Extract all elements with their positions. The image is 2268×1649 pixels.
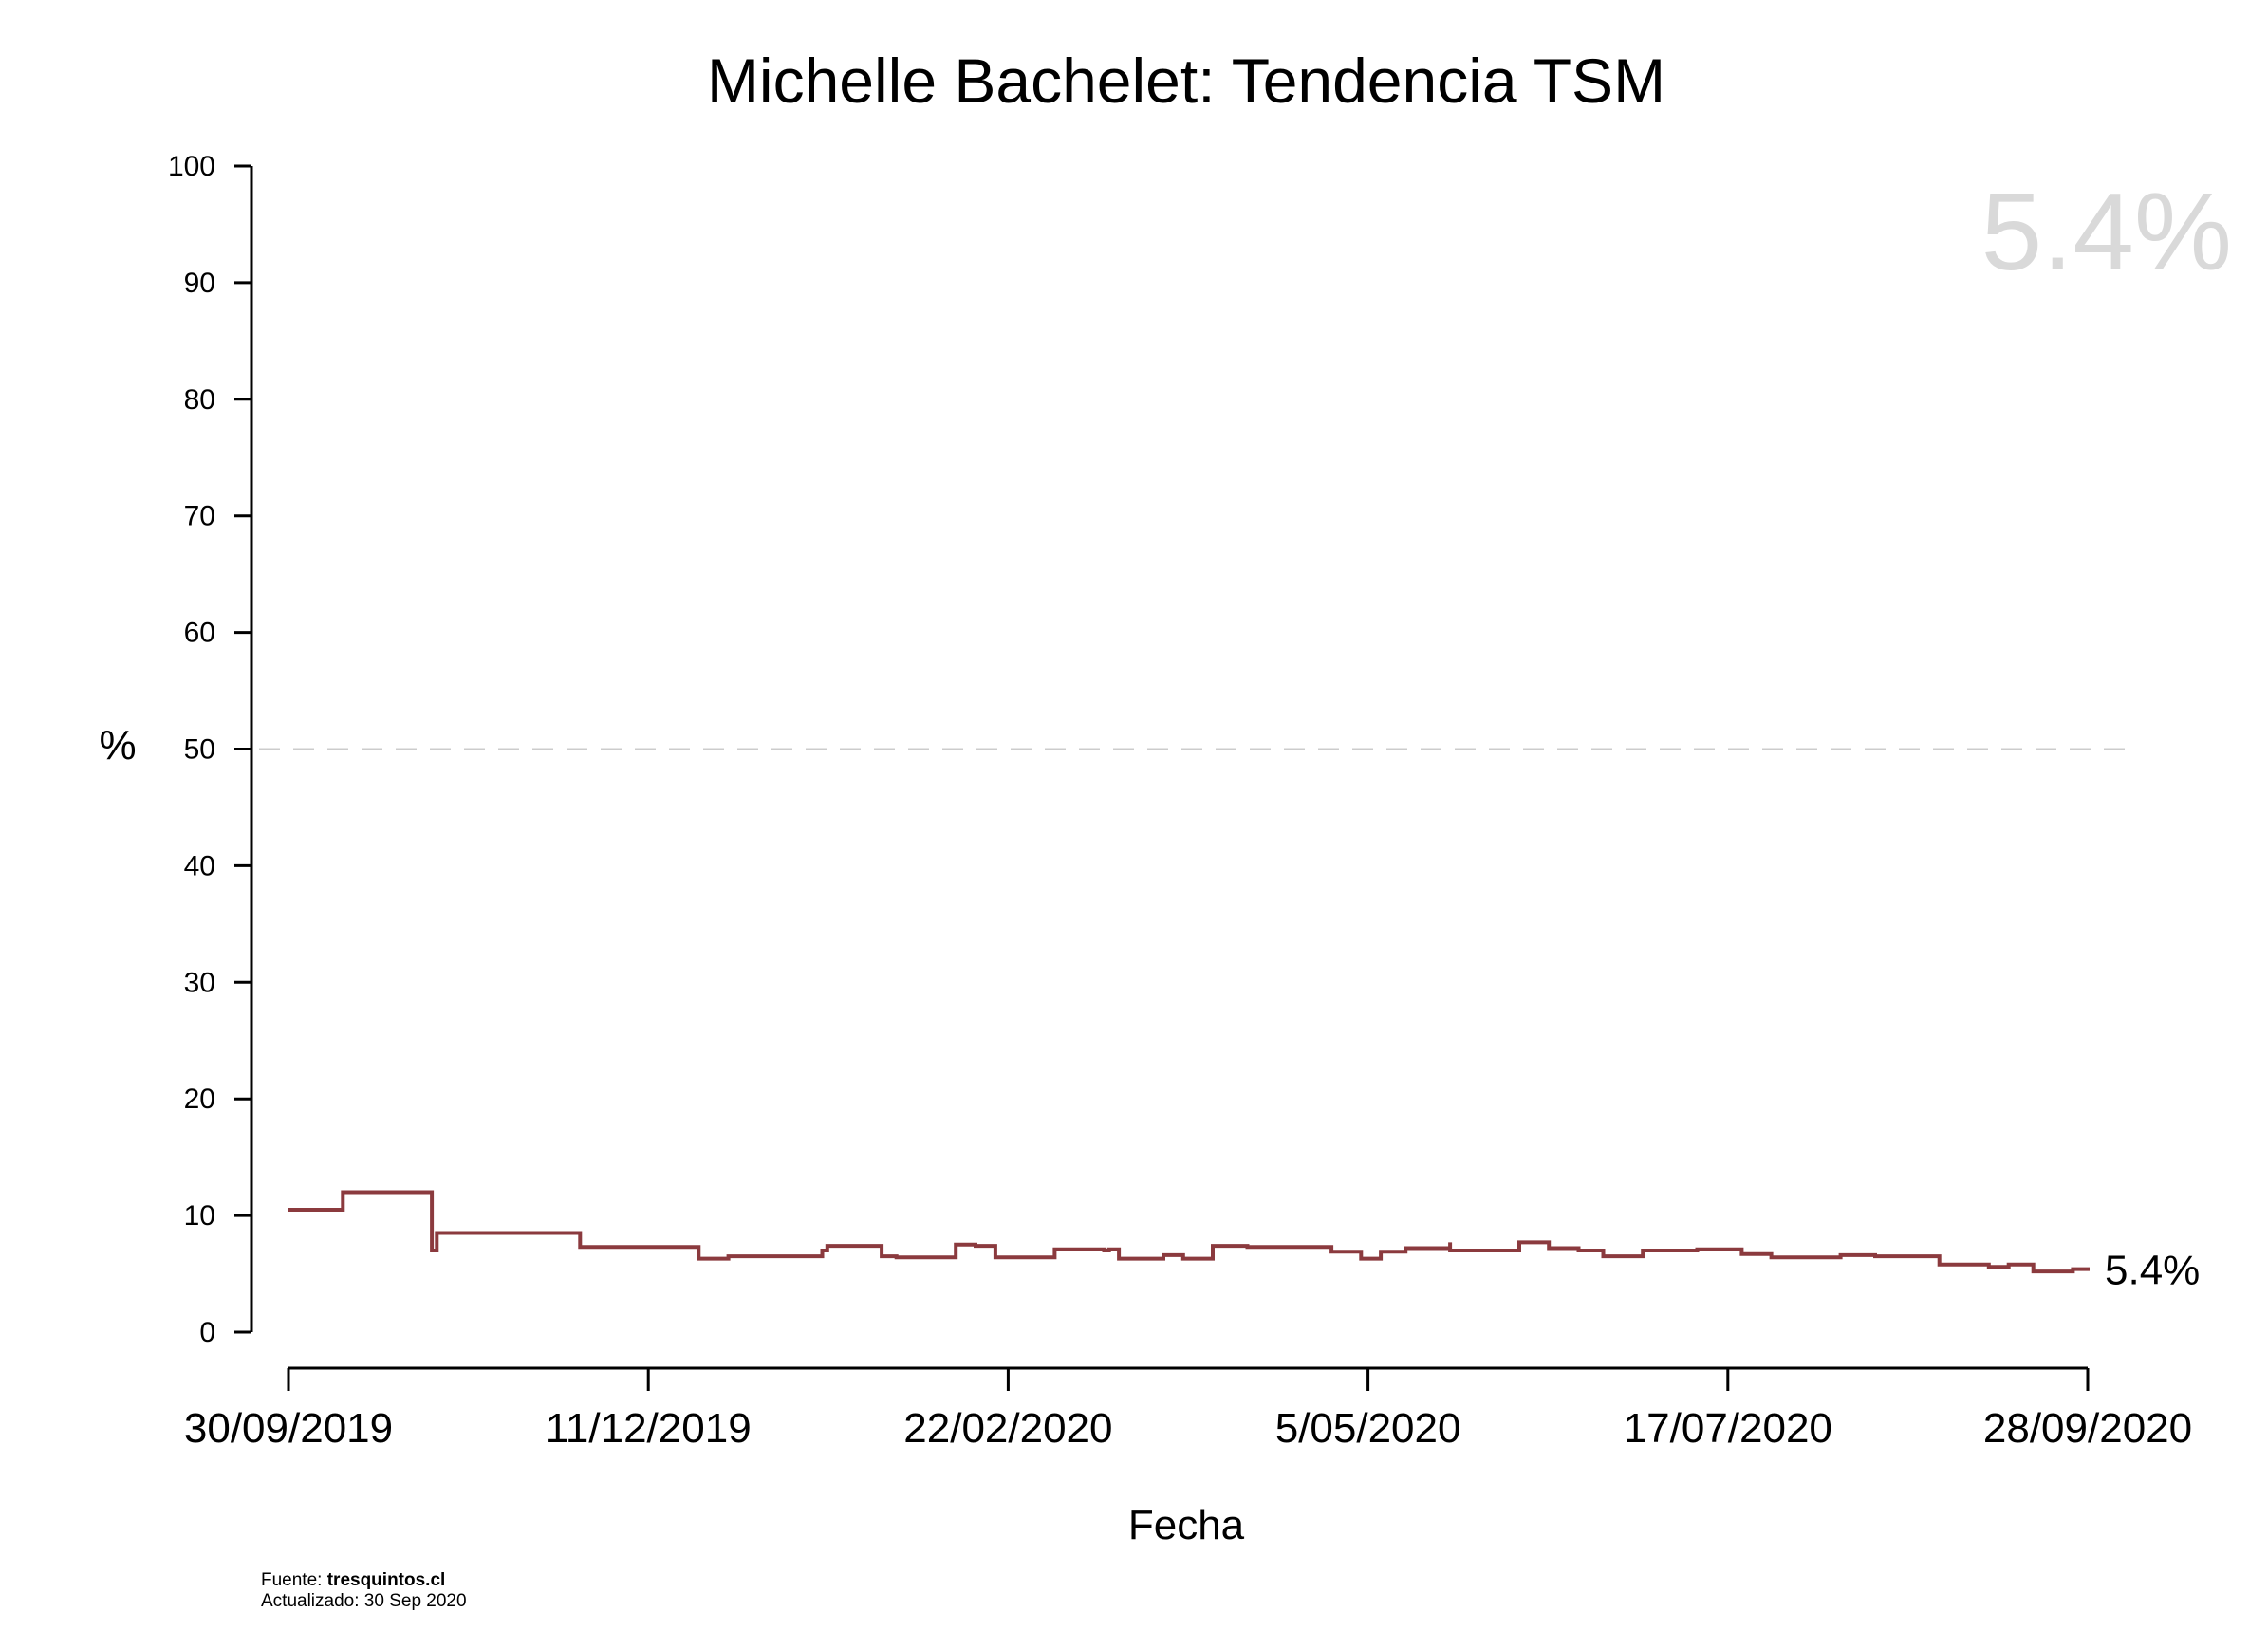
y-axis: 0 10 20 30 40 50 60 70 80 90 100 bbox=[168, 151, 253, 1348]
y-tick-label: 30 bbox=[184, 967, 215, 998]
y-tick-label: 80 bbox=[184, 384, 215, 416]
y-tick-label: 60 bbox=[184, 618, 215, 649]
x-axis-label: Fecha bbox=[1128, 1502, 1245, 1548]
x-tick-label: 11/12/2019 bbox=[546, 1405, 752, 1452]
footer: Fuente: tresquintos.cl Actualizado: 30 S… bbox=[261, 1570, 467, 1612]
x-tick-label: 5/05/2020 bbox=[1275, 1405, 1461, 1452]
footer-source: Fuente: tresquintos.cl bbox=[261, 1570, 467, 1591]
y-tick-label: 0 bbox=[199, 1317, 215, 1348]
footer-source-name: tresquintos.cl bbox=[326, 1570, 446, 1590]
y-axis-label: % bbox=[99, 722, 136, 769]
series-line bbox=[288, 1190, 2090, 1274]
headline-value: 5.4% bbox=[1981, 170, 2232, 293]
x-tick-label: 28/09/2020 bbox=[1983, 1405, 2192, 1452]
x-tick-label: 30/09/2019 bbox=[184, 1405, 393, 1452]
x-axis: 30/09/2019 11/12/2019 22/02/2020 5/05/2020 1… bbox=[184, 1366, 2192, 1452]
footer-updated: Actualizado: 30 Sep 2020 bbox=[261, 1591, 467, 1611]
y-tick-label: 100 bbox=[168, 151, 215, 182]
footer-source-prefix: Fuente: bbox=[261, 1570, 327, 1590]
y-tick-label: 90 bbox=[184, 268, 215, 299]
chart-title: Michelle Bachelet: Tendencia TSM bbox=[707, 46, 1665, 116]
y-tick-label: 70 bbox=[184, 501, 215, 532]
y-tick-label: 10 bbox=[184, 1200, 215, 1232]
end-value-label: 5.4% bbox=[2105, 1248, 2200, 1294]
y-tick-label: 20 bbox=[184, 1084, 215, 1115]
y-tick-label: 50 bbox=[184, 734, 215, 766]
x-tick-label: 17/07/2020 bbox=[1624, 1405, 1832, 1452]
x-tick-label: 22/02/2020 bbox=[903, 1405, 1112, 1452]
y-tick-label: 40 bbox=[184, 850, 215, 881]
